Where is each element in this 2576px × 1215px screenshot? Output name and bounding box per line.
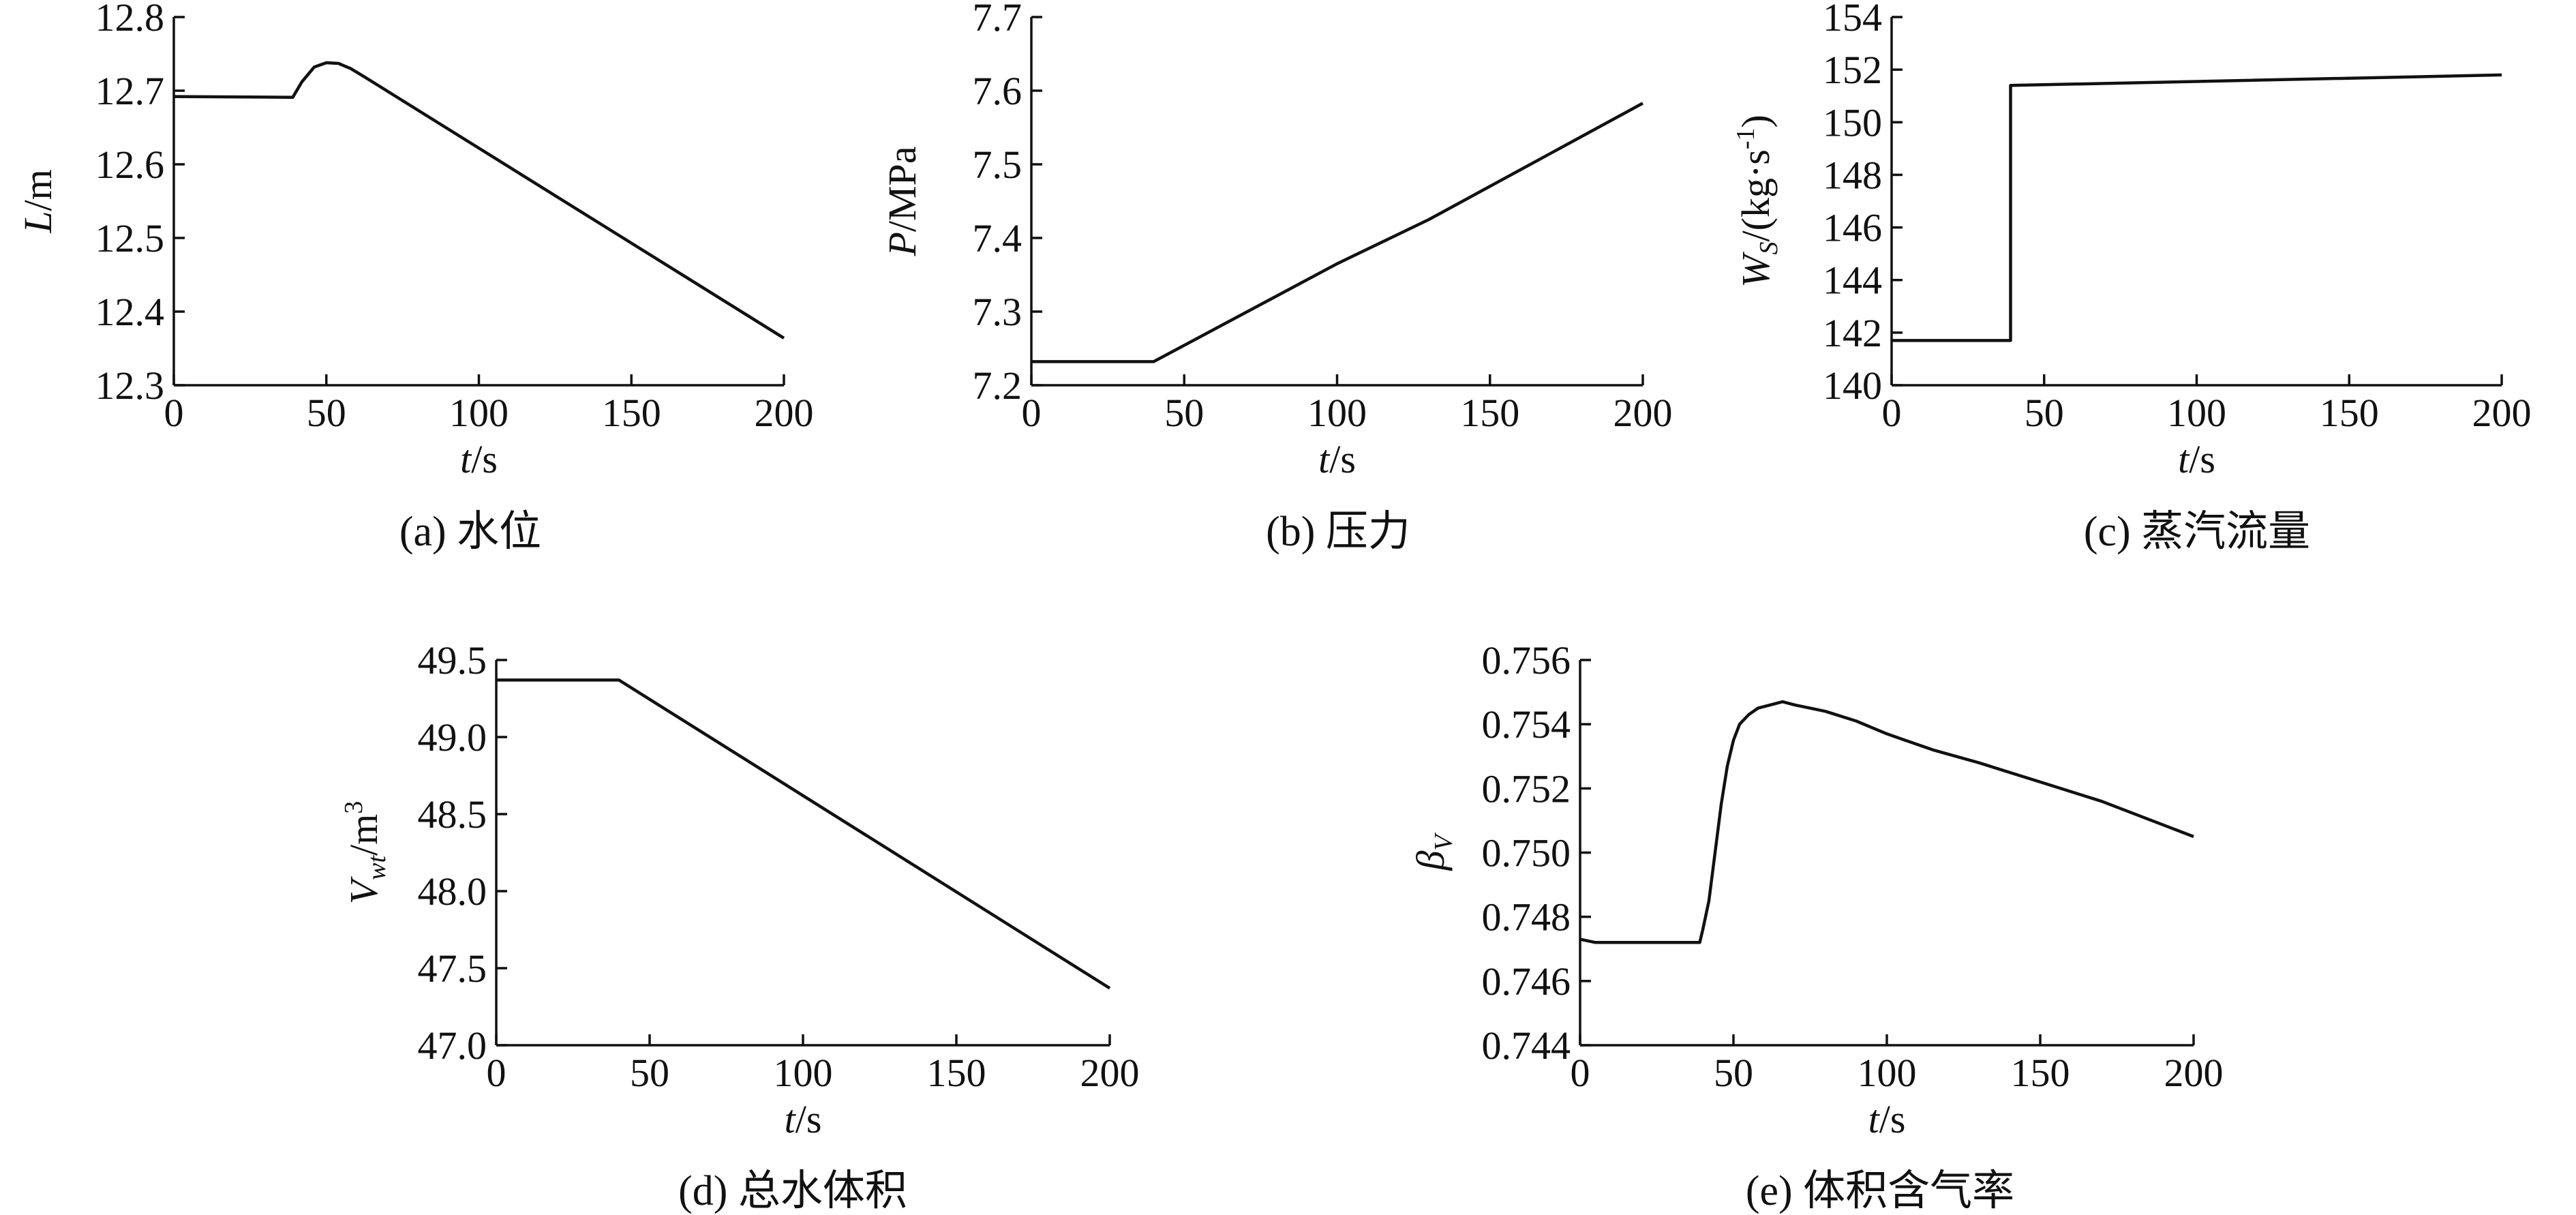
y-axis-label: WS/(kg·s-1) [1731,115,1783,288]
x-tick-label: 0 [164,391,184,435]
chart-caption: (d) 总水体积 [678,1168,907,1214]
series-line [1579,700,2194,944]
y-tick-label: 144 [1823,258,1882,303]
x-tick-label: 150 [602,391,661,435]
y-tick-label: 0.748 [1482,895,1571,940]
x-tick-label: 50 [2025,391,2064,435]
y-tick-label: 0.754 [1482,702,1571,747]
series-line [173,61,785,340]
x-tick-label: 100 [2167,391,2226,435]
y-axis-label: βV [1408,832,1458,871]
x-tick-label: 200 [2472,391,2532,435]
y-tick-label: 154 [1823,0,1882,40]
chart-caption: (a) 水位 [399,509,541,555]
chart-a: 0 50 100 150 200 12.3 12.4 12.5 12.6 12.7 12.8 t/s L… [16,0,814,555]
x-tick-label: 150 [2320,391,2379,435]
x-tick-label: 0 [1571,1051,1590,1095]
chart-d: 0 50 100 150 200 47.0 47.5 48.0 48.5 49.0 49.5 t/s V… [339,638,1140,1214]
chart-caption: (e) 体积含气率 [1746,1168,2014,1214]
y-tick-label: 7.4 [973,216,1022,260]
x-axis-label: t/s [460,437,498,481]
y-tick-label: 7.6 [973,69,1022,113]
y-tick-label: 12.5 [95,216,165,260]
y-tick-label: 49.0 [418,715,487,760]
x-tick-label: 100 [774,1051,833,1095]
series-line [1892,73,2502,342]
y-tick-label: 7.3 [973,290,1022,334]
x-tick-label: 100 [449,391,509,435]
x-tick-label: 150 [2011,1051,2070,1095]
y-tick-label: 146 [1823,206,1882,250]
y-tick-label: 0.744 [1482,1023,1571,1068]
x-tick-label: 0 [487,1051,506,1095]
x-tick-label: 200 [1613,391,1673,435]
x-axis-label: t/s [2178,437,2215,481]
y-tick-label: 140 [1823,363,1882,408]
y-tick-label: 7.5 [973,142,1022,187]
y-tick-label: 12.4 [95,290,165,334]
chart-caption: (b) 压力 [1266,509,1410,555]
y-tick-label: 7.2 [973,363,1022,408]
y-tick-label: 0.750 [1482,831,1571,875]
y-tick-label: 0.752 [1482,766,1571,811]
series-line [1031,102,1644,363]
x-tick-label: 50 [1164,391,1204,435]
y-tick-label: 12.6 [95,142,165,187]
x-axis-label: t/s [1318,437,1356,481]
y-axis-label: L/m [16,169,60,234]
x-tick-label: 200 [2164,1051,2224,1095]
x-tick-label: 50 [1714,1051,1753,1095]
y-tick-label: 47.0 [418,1023,487,1068]
y-tick-label: 49.5 [418,638,487,682]
y-tick-label: 7.7 [973,0,1022,40]
chart-caption: (c) 蒸汽流量 [2084,509,2310,555]
y-tick-label: 12.3 [95,363,165,408]
y-axis-label: Vwt/m3 [339,801,391,905]
x-tick-label: 100 [1307,391,1367,435]
y-tick-label: 12.7 [95,69,165,113]
x-tick-label: 150 [1460,391,1519,435]
series-line [496,678,1111,990]
x-tick-label: 200 [755,391,814,435]
chart-b: 0 50 100 150 200 7.2 7.3 7.4 7.5 7.6 7.7 t/s P/MPa (b… [880,0,1673,555]
x-tick-label: 0 [1882,391,1902,435]
x-tick-label: 100 [1858,1051,1917,1095]
x-tick-label: 200 [1080,1051,1140,1095]
y-tick-label: 0.746 [1482,959,1571,1004]
x-tick-label: 0 [1022,391,1042,435]
x-axis-label: t/s [1868,1097,1906,1141]
x-tick-label: 150 [927,1051,986,1095]
y-tick-label: 47.5 [418,946,487,991]
y-tick-label: 48.0 [418,869,487,914]
y-tick-label: 12.8 [95,0,165,40]
x-tick-label: 50 [630,1051,669,1095]
y-tick-label: 142 [1823,311,1882,355]
x-tick-label: 50 [307,391,346,435]
y-axis-label: P/MPa [880,146,924,256]
chart-e: 0 50 100 150 200 0.744 0.746 0.748 0.750 0.752 0.7… [1408,638,2224,1214]
x-axis-label: t/s [785,1097,822,1141]
y-tick-label: 152 [1823,48,1882,92]
y-tick-label: 150 [1823,100,1882,145]
y-tick-label: 148 [1823,153,1882,197]
y-tick-label: 48.5 [418,792,487,837]
chart-c: 0 50 100 150 200 140 142 144 146 148 150 152 154 t/s W… [1731,0,2532,555]
y-tick-label: 0.756 [1482,638,1571,682]
